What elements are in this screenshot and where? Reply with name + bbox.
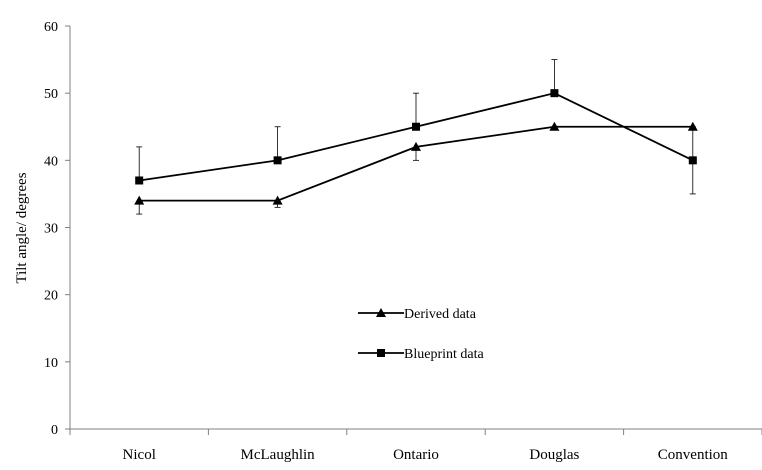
- y-tick-label: 40: [44, 154, 58, 169]
- y-tick-label: 0: [51, 423, 58, 438]
- x-category-label: McLaughlin: [241, 447, 316, 463]
- data-point-triangle: [272, 195, 283, 205]
- data-point-square: [273, 156, 282, 165]
- x-category-label: Convention: [658, 447, 728, 463]
- axes: 0 10 20 30 40 50 60 Nicol McLaughlin Ontario Dougl…: [44, 20, 762, 463]
- data-point-triangle: [549, 121, 560, 131]
- data-point-triangle: [134, 195, 145, 205]
- data-point-square: [550, 89, 559, 98]
- x-category-label: Douglas: [529, 447, 579, 463]
- y-tick-label: 50: [44, 87, 58, 102]
- data-point-square: [412, 122, 420, 131]
- error-bars: [136, 59, 696, 215]
- y-tick-label: 20: [44, 289, 58, 304]
- series-square: [135, 89, 697, 185]
- y-axis-title: Tilt angle/ degrees: [14, 172, 30, 283]
- legend-marker-square: [377, 349, 385, 357]
- legend-item: Blueprint data: [358, 347, 484, 362]
- x-category-label: Ontario: [393, 447, 439, 463]
- y-tick-label: 10: [44, 356, 58, 371]
- legend-label: Derived data: [404, 307, 477, 322]
- y-tick-label: 60: [44, 20, 58, 35]
- y-tick-label: 30: [44, 222, 58, 237]
- data-point-square: [135, 176, 144, 185]
- x-category-label: Nicol: [123, 447, 156, 463]
- series-line: [139, 125, 693, 202]
- series-triangle: [134, 121, 698, 205]
- data-point-triangle: [687, 121, 698, 131]
- legend-item: Derived data: [358, 307, 477, 322]
- legend: Derived data Blueprint data: [358, 307, 484, 362]
- legend-label: Blueprint data: [404, 347, 484, 362]
- data-point-triangle: [411, 141, 421, 151]
- data-point-square: [688, 156, 697, 165]
- legend-marker-triangle: [376, 308, 386, 317]
- series: [134, 89, 698, 205]
